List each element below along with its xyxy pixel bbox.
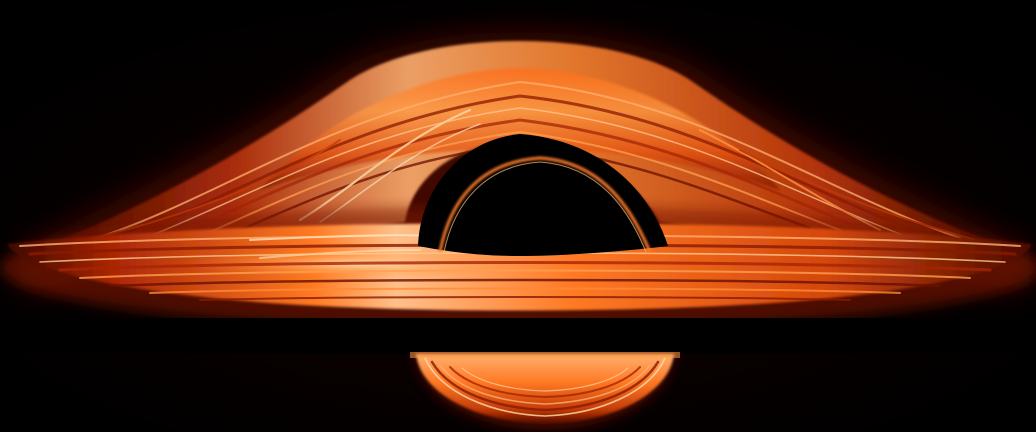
photon-ring <box>438 156 652 253</box>
shadow-gap <box>0 318 1036 354</box>
event-horizon-shadow <box>418 134 668 256</box>
lower-lensed-arc <box>410 352 680 430</box>
